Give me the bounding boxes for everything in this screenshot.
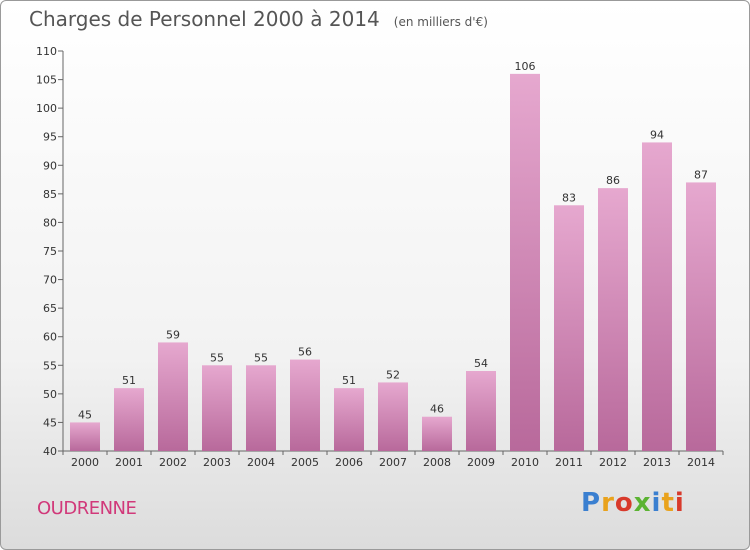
y-tick-label: 55 [43,359,57,372]
bar-2002 [158,342,188,451]
bars: 45 51 59 55 55 56 51 52 46 54 106 83 86 94 87 [70,60,716,451]
y-axis: 40 45 50 55 60 65 70 75 80 85 90 95 100 105 110 [36,45,64,458]
bar-2003 [202,365,232,451]
y-tick-label: 45 [43,416,57,429]
value-label-2004: 55 [254,351,268,364]
bar-2009 [466,371,496,451]
commune-name: OUDRENNE [37,498,137,519]
x-tick-label-2013: 2013 [643,456,671,469]
value-label-2005: 56 [298,346,312,359]
x-tick-label-2000: 2000 [71,456,99,469]
bar-2010 [510,73,540,451]
x-tick-label-2003: 2003 [203,456,231,469]
y-tick-label: 105 [36,74,57,87]
x-tick-label-2001: 2001 [115,456,143,469]
y-tick-label: 50 [43,388,57,401]
y-tick-label: 95 [43,131,57,144]
value-label-2007: 52 [386,368,400,381]
x-tick-label-2010: 2010 [511,456,539,469]
value-label-2011: 83 [562,191,576,204]
value-label-2013: 94 [650,128,664,141]
bar-2014 [686,182,716,451]
x-tick-label-2012: 2012 [599,456,627,469]
value-label-2000: 45 [78,408,92,421]
x-tick-label-2011: 2011 [555,456,583,469]
bar-2004 [246,365,276,451]
y-tick-label: 65 [43,302,57,315]
x-tick-label-2006: 2006 [335,456,363,469]
bar-2013 [642,142,672,451]
x-tick-label-2009: 2009 [467,456,495,469]
x-tick-label-2005: 2005 [291,456,319,469]
value-label-2010: 106 [515,60,536,73]
value-label-2008: 46 [430,403,444,416]
value-label-2009: 54 [474,357,488,370]
bar-2006 [334,388,364,451]
title-unit: (en milliers d'€) [393,15,488,29]
bar-2012 [598,188,628,451]
x-tick-label-2004: 2004 [247,456,275,469]
bar-2007 [378,382,408,451]
y-tick-label: 80 [43,216,57,229]
x-tick-label-2002: 2002 [159,456,187,469]
bar-2008 [422,416,452,451]
y-tick-label: 75 [43,245,57,258]
value-label-2002: 59 [166,328,180,341]
bar-2001 [114,388,144,451]
x-tick-label-2007: 2007 [379,456,407,469]
value-label-2012: 86 [606,174,620,187]
title-text: Charges de Personnel 2000 à 2014 [29,7,380,31]
value-label-2006: 51 [342,374,356,387]
bar-2005 [290,359,320,451]
value-label-2001: 51 [122,374,136,387]
y-tick-label: 100 [36,102,57,115]
y-tick-label: 110 [36,45,57,58]
y-tick-label: 90 [43,159,57,172]
value-label-2014: 87 [694,168,708,181]
y-tick-label: 60 [43,331,57,344]
y-tick-label: 85 [43,188,57,201]
proxiti-logo: Proxiti [581,488,685,518]
x-tick-label-2008: 2008 [423,456,451,469]
y-tick-label: 70 [43,274,57,287]
value-label-2003: 55 [210,351,224,364]
x-tick-label-2014: 2014 [687,456,715,469]
y-tick-label: 40 [43,445,57,458]
chart-title: Charges de Personnel 2000 à 2014 (en mill… [29,7,488,31]
bar-2000 [70,422,100,451]
bar-2011 [554,205,584,451]
x-axis: 2000 2001 2002 2003 2004 2005 2006 2007 2008 2009… [62,450,724,469]
